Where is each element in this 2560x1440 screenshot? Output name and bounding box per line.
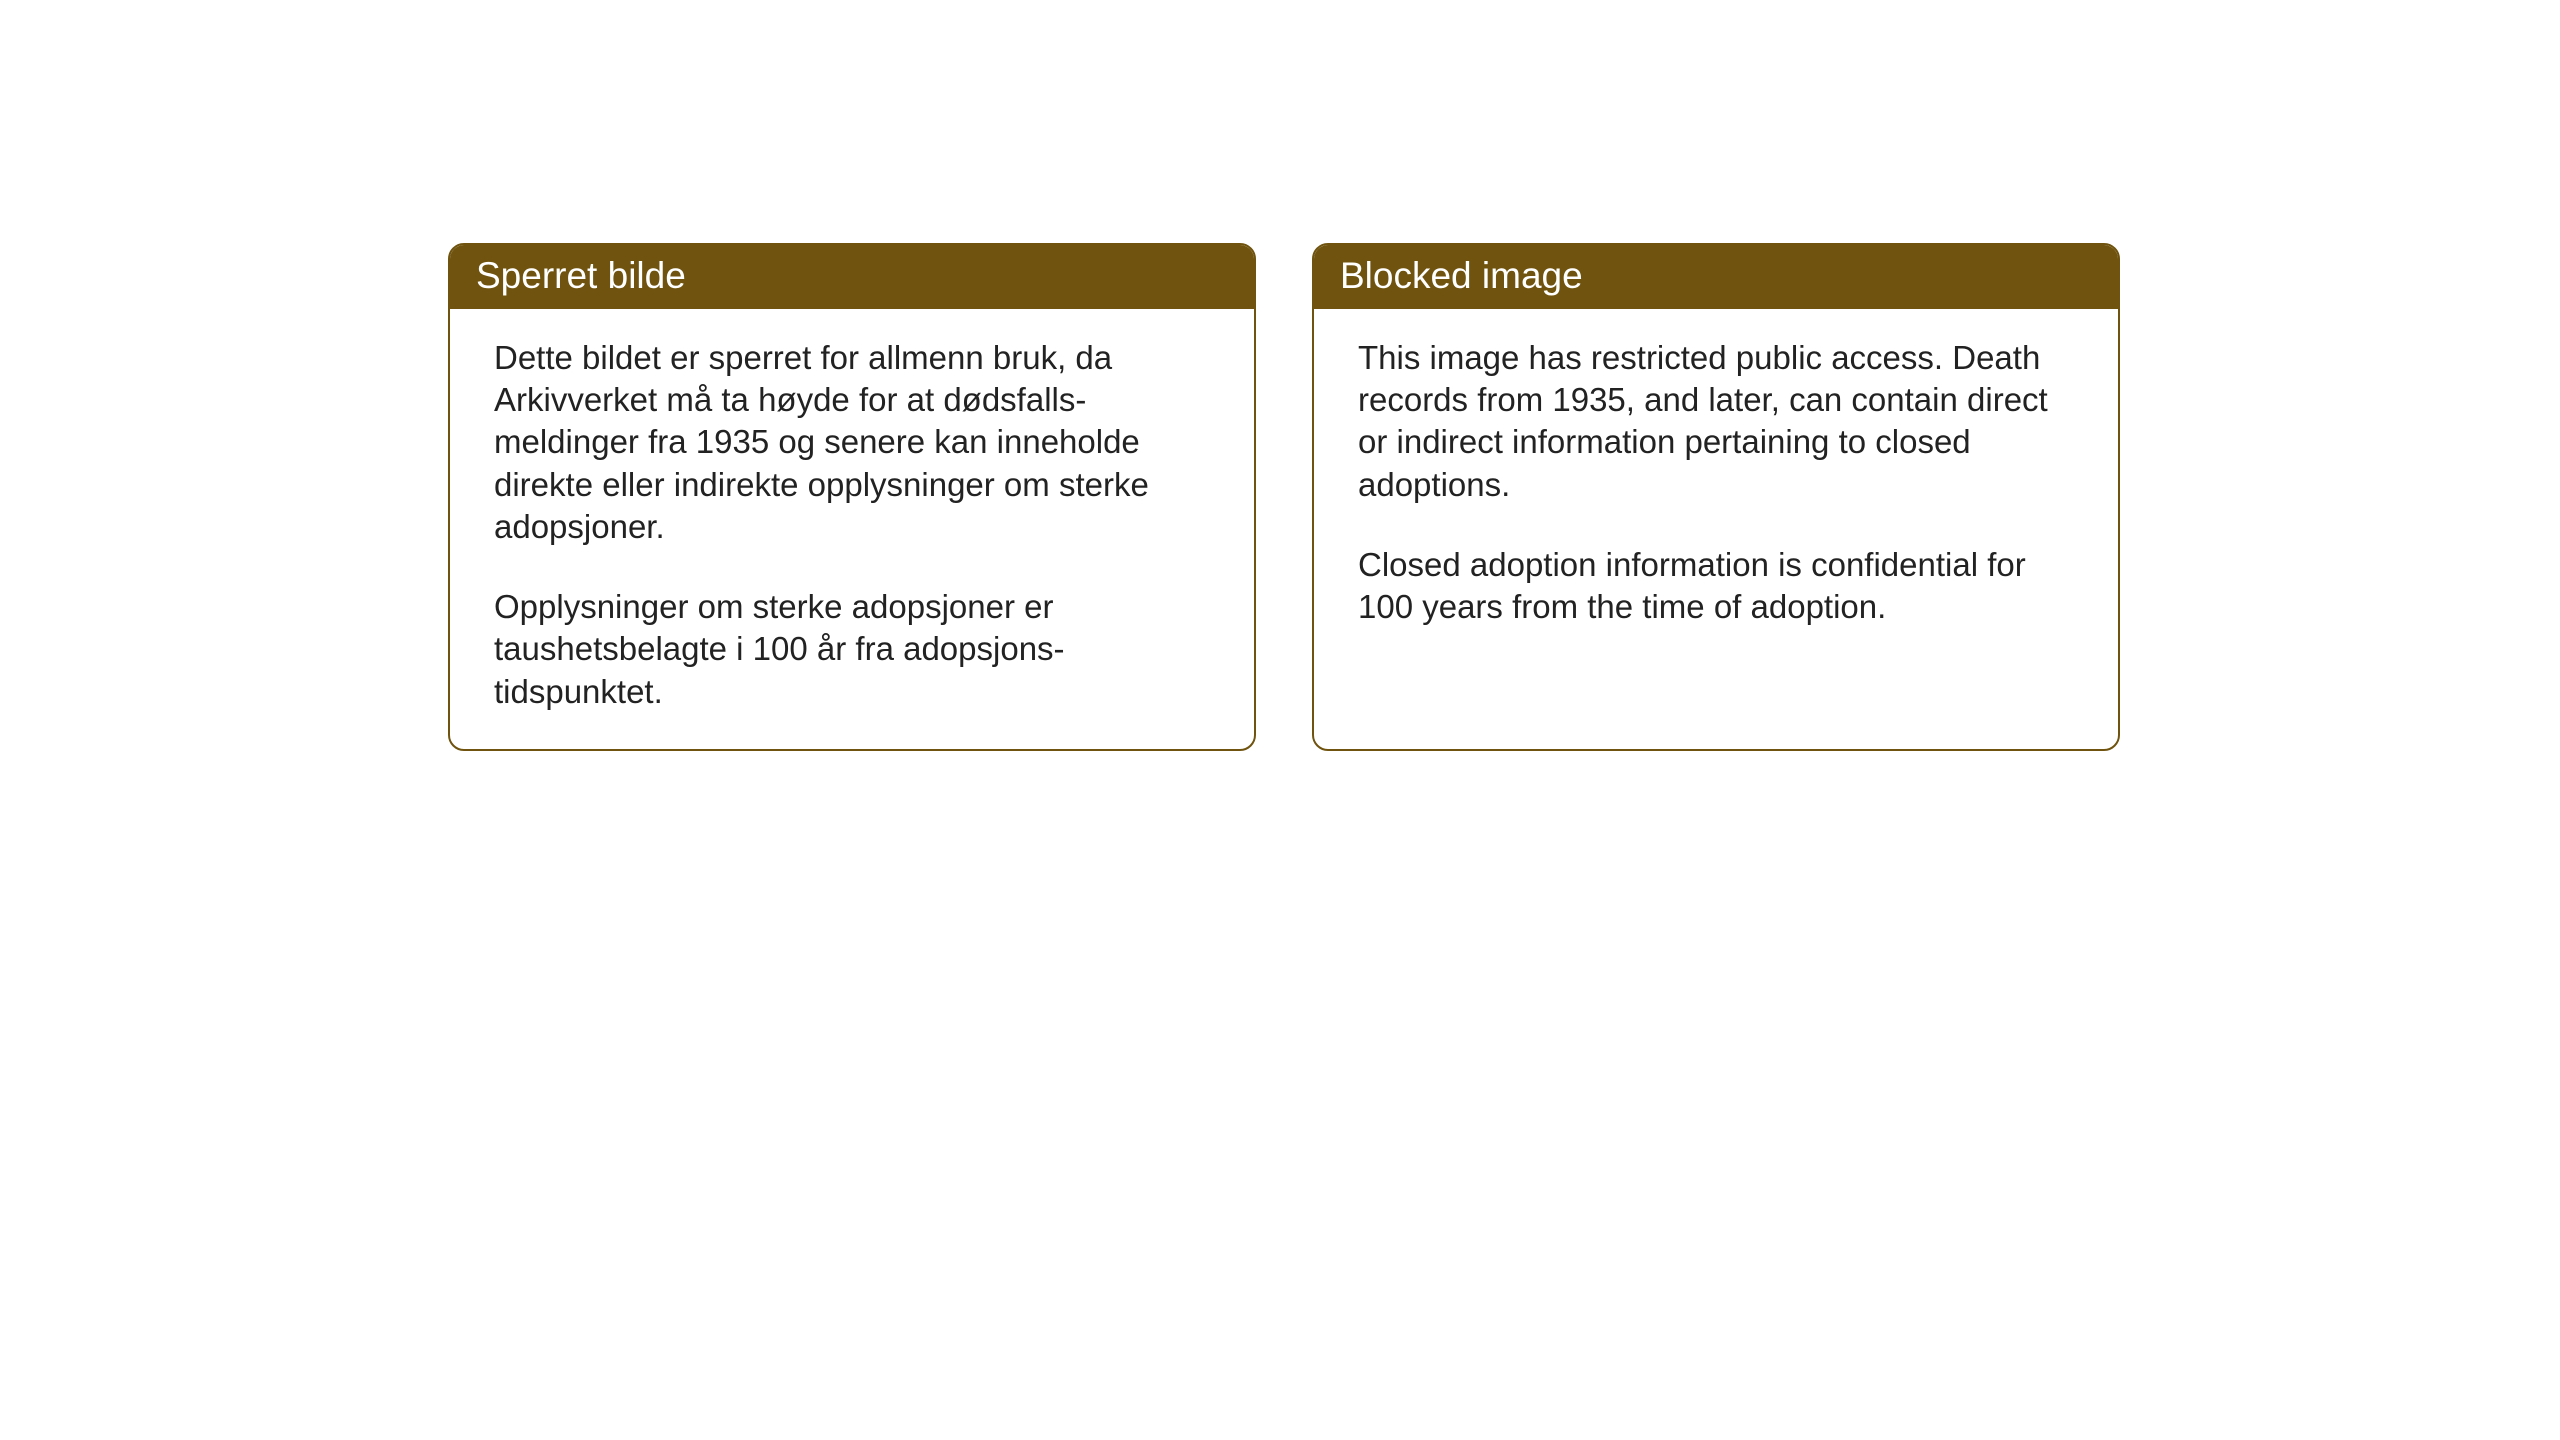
card-english-paragraph-2: Closed adoption information is confident… (1358, 544, 2074, 628)
card-english-paragraph-1: This image has restricted public access.… (1358, 337, 2074, 506)
cards-container: Sperret bilde Dette bildet er sperret fo… (448, 243, 2120, 751)
card-english-body: This image has restricted public access.… (1314, 309, 2118, 749)
card-norwegian-paragraph-1: Dette bildet er sperret for allmenn bruk… (494, 337, 1210, 548)
card-norwegian: Sperret bilde Dette bildet er sperret fo… (448, 243, 1256, 751)
card-english: Blocked image This image has restricted … (1312, 243, 2120, 751)
card-english-title: Blocked image (1340, 255, 1583, 296)
card-norwegian-header: Sperret bilde (450, 245, 1254, 309)
card-norwegian-paragraph-2: Opplysninger om sterke adopsjoner er tau… (494, 586, 1210, 713)
card-norwegian-body: Dette bildet er sperret for allmenn bruk… (450, 309, 1254, 749)
card-norwegian-title: Sperret bilde (476, 255, 686, 296)
card-english-header: Blocked image (1314, 245, 2118, 309)
